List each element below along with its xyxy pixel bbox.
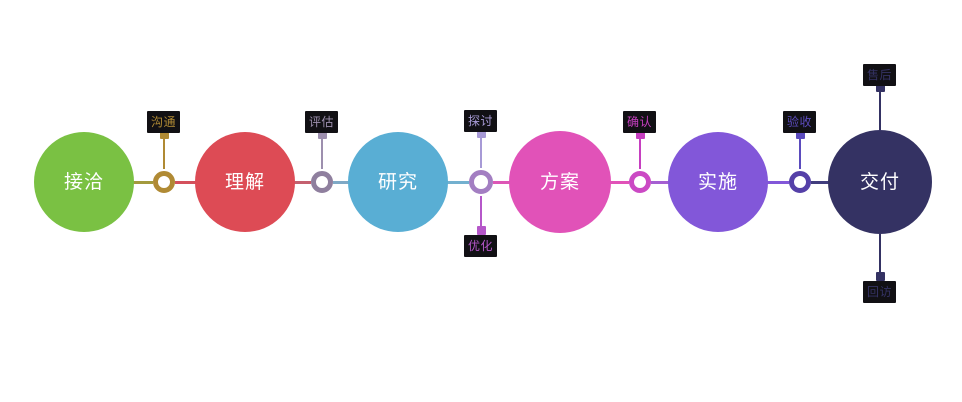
connector-2-stem-up [321, 139, 323, 169]
connector-6-stub-up [875, 83, 885, 92]
connector-3-stem-up [480, 138, 482, 168]
connector-5-label-above[interactable]: 验收 [783, 111, 817, 133]
connector-2-label-above[interactable]: 评估 [305, 111, 339, 133]
connector-4-stub-up [635, 130, 645, 139]
connector-2-stub-up [317, 130, 327, 139]
node-label-5: 实施 [697, 170, 738, 193]
node-circle-3[interactable]: 研究 [348, 132, 448, 232]
connector-segment-left-4 [609, 180, 629, 184]
connector-segment-left-3 [446, 180, 469, 184]
node-label-1: 接洽 [63, 170, 104, 193]
connector-segment-right-1 [175, 180, 197, 184]
connector-4-stem-up [639, 139, 641, 169]
connector-1-label-above[interactable]: 沟通 [147, 111, 181, 133]
node-circle-5[interactable]: 实施 [668, 132, 768, 232]
connector-4-ring[interactable] [629, 171, 651, 193]
connector-6-label-text-below: 回访 [867, 285, 893, 299]
connector-3-label-text-above: 探讨 [468, 114, 494, 128]
connector-1-label-text-above: 沟通 [151, 115, 177, 129]
connector-1-ring[interactable] [153, 171, 175, 193]
node-circle-1[interactable]: 接洽 [34, 132, 134, 232]
node-circle-4[interactable]: 方案 [509, 131, 611, 233]
connector-segment-left-5 [766, 180, 789, 184]
connector-4-label-above[interactable]: 确认 [623, 111, 657, 133]
connector-3-stub-down [476, 226, 486, 235]
connector-6-stem-down [879, 234, 881, 272]
connector-2-label-text-above: 评估 [309, 115, 335, 129]
connector-segment-left-1 [132, 180, 153, 184]
connector-6-label-above[interactable]: 售后 [863, 64, 897, 86]
connector-6-label-below[interactable]: 回访 [863, 281, 897, 303]
node-circle-2[interactable]: 理解 [195, 132, 295, 232]
connector-1-stem-up [163, 139, 165, 169]
connector-5-ring[interactable] [789, 171, 811, 193]
connector-6-label-text-above: 售后 [867, 68, 893, 82]
connector-3-label-text-below: 优化 [468, 239, 494, 253]
connector-3-stub-up [476, 129, 486, 138]
connector-5-stub-up [795, 130, 805, 139]
connector-segment-right-2 [333, 180, 350, 184]
node-label-4: 方案 [539, 170, 580, 193]
connector-3-label-above[interactable]: 探讨 [464, 110, 498, 132]
connector-segment-right-5 [811, 180, 830, 184]
connector-3-ring[interactable] [469, 170, 493, 194]
connector-segment-left-2 [293, 180, 311, 184]
connector-5-stem-up [799, 139, 801, 169]
connector-6-stem-up [879, 92, 881, 130]
connector-3-label-below[interactable]: 优化 [464, 235, 498, 257]
connector-4-label-text-above: 确认 [627, 115, 653, 129]
connector-1-stub-up [159, 130, 169, 139]
connector-segment-right-3 [493, 180, 511, 184]
connector-2-ring[interactable] [311, 171, 333, 193]
connector-5-label-text-above: 验收 [787, 115, 813, 129]
connector-3-stem-down [480, 196, 482, 226]
node-label-3: 研究 [377, 170, 418, 193]
connector-segment-right-4 [651, 180, 670, 184]
node-circle-6[interactable]: 交付 [828, 130, 932, 234]
node-label-6: 交付 [859, 170, 900, 193]
node-label-2: 理解 [224, 170, 265, 193]
connector-6-stub-down [875, 272, 885, 281]
